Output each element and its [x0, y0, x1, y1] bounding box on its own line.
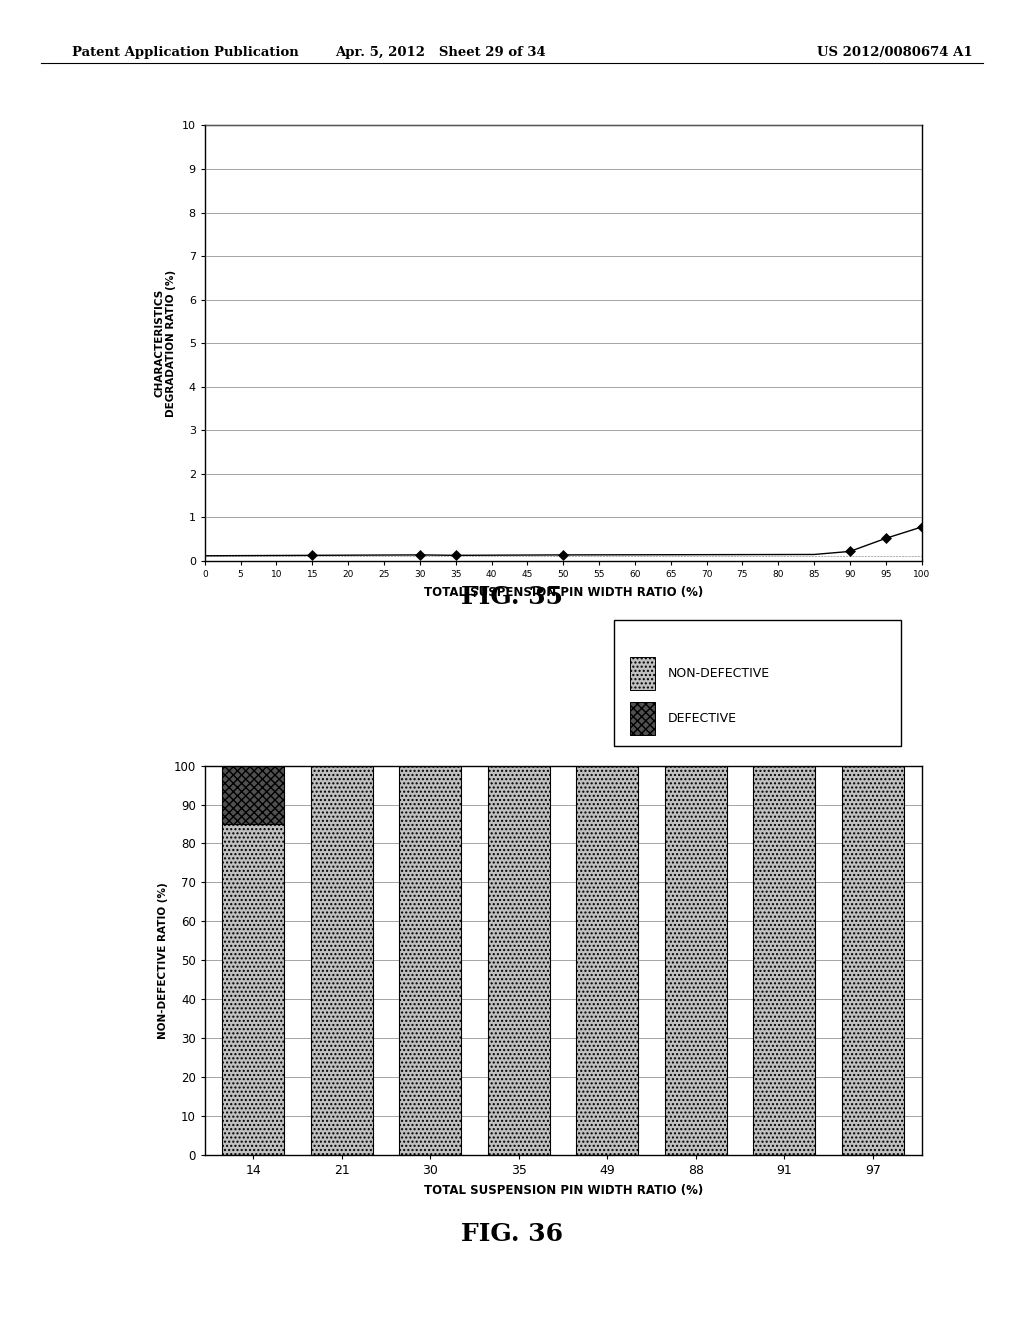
X-axis label: TOTAL SUSPENSION PIN WIDTH RATIO (%): TOTAL SUSPENSION PIN WIDTH RATIO (%): [424, 586, 702, 599]
Y-axis label: NON-DEFECTIVE RATIO (%): NON-DEFECTIVE RATIO (%): [158, 882, 168, 1039]
Text: US 2012/0080674 A1: US 2012/0080674 A1: [817, 46, 973, 59]
Bar: [577, 766, 638, 1155]
Text: NON-DEFECTIVE: NON-DEFECTIVE: [668, 667, 770, 680]
Bar: [488, 766, 550, 1155]
X-axis label: TOTAL SUSPENSION PIN WIDTH RATIO (%): TOTAL SUSPENSION PIN WIDTH RATIO (%): [424, 1184, 702, 1197]
Bar: [222, 824, 285, 1155]
Text: Patent Application Publication: Patent Application Publication: [72, 46, 298, 59]
Bar: [754, 766, 815, 1155]
Bar: [222, 766, 285, 824]
Text: Apr. 5, 2012   Sheet 29 of 34: Apr. 5, 2012 Sheet 29 of 34: [335, 46, 546, 59]
Bar: [665, 766, 727, 1155]
Bar: [399, 766, 462, 1155]
Bar: [842, 766, 904, 1155]
Bar: [311, 766, 373, 1155]
Text: FIG. 36: FIG. 36: [461, 1222, 563, 1246]
Y-axis label: CHARACTERISTICS
DEGRADATION RATIO (%): CHARACTERISTICS DEGRADATION RATIO (%): [155, 269, 176, 417]
Text: FIG. 35: FIG. 35: [461, 585, 563, 609]
Text: DEFECTIVE: DEFECTIVE: [668, 711, 736, 725]
